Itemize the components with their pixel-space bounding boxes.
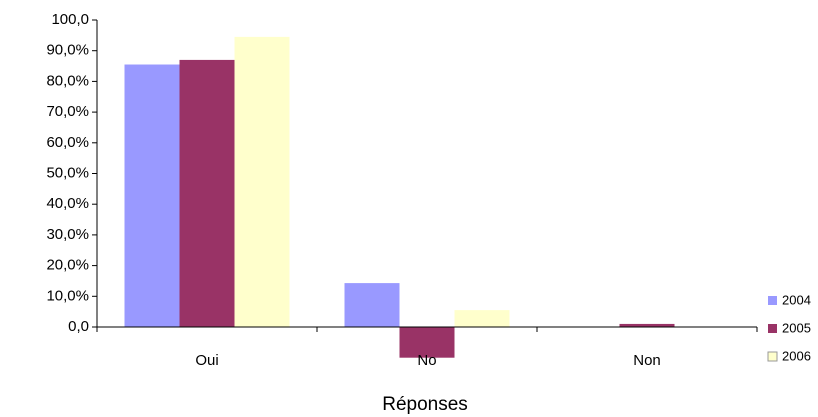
y-tick-label: 70,0% [46, 103, 89, 120]
y-tick-label: 0,0 [68, 318, 89, 335]
bar [234, 36, 290, 327]
x-axis-title: Réponses [382, 394, 468, 415]
x-tick-label: Non [633, 352, 661, 369]
y-tick-label: 50,0% [46, 164, 89, 181]
y-tick-label: 30,0% [46, 226, 89, 243]
legend-swatch [767, 351, 778, 362]
y-tick-label: 90,0% [46, 42, 89, 59]
y-tick-label: 100,0 [51, 11, 89, 28]
y-tick-label: 80,0% [46, 72, 89, 89]
bar [344, 283, 400, 327]
y-tick-label: 20,0% [46, 257, 89, 274]
bar [124, 64, 180, 327]
bar [619, 323, 675, 327]
legend-label: 2006 [782, 348, 811, 363]
legend-swatch [768, 296, 777, 305]
y-tick-label: 10,0% [46, 287, 89, 304]
legend-swatch [768, 324, 777, 333]
y-tick-label: 40,0% [46, 195, 89, 212]
y-tick-label: 60,0% [46, 134, 89, 151]
x-tick-label: Oui [195, 352, 218, 369]
x-tick-label: No [417, 352, 436, 369]
bar [179, 59, 235, 327]
legend-label: 2005 [782, 320, 811, 335]
bar [399, 327, 455, 358]
bar [454, 310, 510, 327]
legend-label: 2004 [782, 292, 811, 307]
